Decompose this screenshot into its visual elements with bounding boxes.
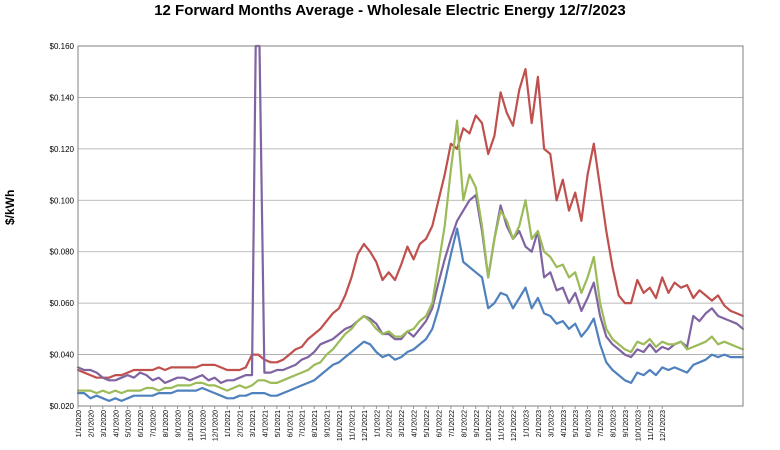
x-tick-label: 8/1/2020	[163, 410, 170, 437]
x-tick-label: 12/1/2022	[511, 410, 518, 441]
x-tick-label: 6/1/2023	[586, 410, 593, 437]
series-line-2	[76, 44, 745, 384]
x-tick-label: 11/1/2021	[349, 410, 356, 441]
y-tick-label: $0.040	[50, 351, 75, 360]
y-tick-label: $0.020	[50, 402, 75, 411]
x-tick-label: 10/1/2021	[337, 410, 344, 441]
x-tick-layer: 1/1/2020 2/1/2020 3/1/2020 4/1/2020 5/1/2020…	[76, 406, 667, 441]
x-tick-label: 10/1/2020	[188, 410, 195, 441]
x-tick-label: 5/1/2021	[275, 410, 282, 437]
x-tick-label: 7/1/2021	[300, 410, 307, 437]
x-tick-label: 4/1/2022	[412, 410, 419, 437]
plot-frame	[77, 45, 744, 407]
x-tick-label: 2/1/2023	[536, 410, 543, 437]
x-tick-label: 10/1/2022	[486, 410, 493, 441]
x-tick-label: 12/1/2023	[660, 410, 667, 441]
y-tick-label: $0.060	[50, 299, 75, 308]
y-tick-label: $0.100	[50, 196, 75, 205]
series-line-1	[76, 67, 745, 379]
x-tick-label: 4/1/2023	[561, 410, 568, 437]
x-tick-label: 11/1/2023	[648, 410, 655, 441]
x-tick-label: 5/1/2020	[126, 410, 133, 437]
x-tick-label: 8/1/2023	[610, 410, 617, 437]
y-tick-label: $0.140	[50, 93, 75, 102]
x-tick-label: 3/1/2020	[101, 410, 108, 437]
x-tick-label: 3/1/2021	[250, 410, 257, 437]
x-tick-label: 6/1/2020	[138, 410, 145, 437]
y-tick-label: $0.120	[50, 145, 75, 154]
x-tick-label: 11/1/2022	[499, 410, 506, 441]
x-tick-label: 1/1/2021	[225, 410, 232, 437]
x-tick-label: 6/1/2022	[436, 410, 443, 437]
x-tick-label: 9/1/2020	[175, 410, 182, 437]
x-tick-label: 4/1/2021	[262, 410, 269, 437]
x-tick-label: 5/1/2022	[424, 410, 431, 437]
y-tick-layer: $0.020 $0.040 $0.060 $0.080 $0.100 $0.120 $0.1…	[50, 42, 75, 411]
x-tick-label: 9/1/2021	[325, 410, 332, 437]
x-tick-label: 8/1/2022	[461, 410, 468, 437]
x-tick-label: 12/1/2021	[362, 410, 369, 441]
x-tick-label: 7/1/2022	[449, 410, 456, 437]
x-tick-label: 7/1/2020	[151, 410, 158, 437]
x-tick-label: 12/1/2020	[213, 410, 220, 441]
x-tick-label: 2/1/2022	[387, 410, 394, 437]
y-tick-label: $0.080	[50, 248, 75, 257]
series-line-3	[76, 119, 745, 395]
x-tick-label: 9/1/2023	[623, 410, 630, 437]
series-layer	[76, 44, 745, 402]
x-tick-label: 4/1/2020	[113, 410, 120, 437]
x-tick-label: 8/1/2021	[312, 410, 319, 437]
x-tick-label: 6/1/2021	[287, 410, 294, 437]
y-tick-label: $0.160	[50, 42, 75, 51]
x-tick-label: 3/1/2022	[399, 410, 406, 437]
x-tick-label: 2/1/2021	[238, 410, 245, 437]
x-tick-label: 1/1/2020	[76, 410, 83, 437]
x-tick-label: 1/1/2022	[374, 410, 381, 437]
series-line-4	[76, 227, 745, 402]
x-tick-label: 3/1/2023	[548, 410, 555, 437]
chart-title: 12 Forward Months Average - Wholesale El…	[154, 2, 626, 19]
x-tick-label: 9/1/2022	[474, 410, 481, 437]
x-tick-label: 10/1/2023	[635, 410, 642, 441]
x-tick-label: 11/1/2020	[200, 410, 207, 441]
x-tick-label: 2/1/2020	[88, 410, 95, 437]
x-tick-label: 7/1/2023	[598, 410, 605, 437]
x-tick-label: 5/1/2023	[573, 410, 580, 437]
x-tick-label: 1/1/2023	[523, 410, 530, 437]
